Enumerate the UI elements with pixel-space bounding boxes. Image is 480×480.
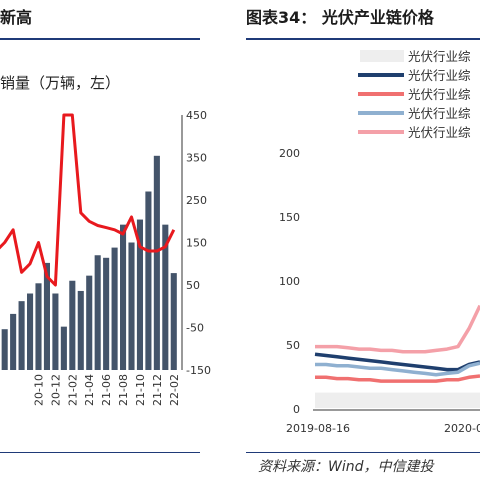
right-chart-title: 图表34： 光伏产业链价格 xyxy=(246,8,434,27)
charts-canvas: 销量（万辆，左） 450 350 250 150 50 -50 -150 20-10 20-1… xyxy=(0,49,480,435)
bar-20-12 xyxy=(52,293,59,370)
right-x-tick: 2020-0 xyxy=(444,422,480,435)
left-x-tick: 21-10 xyxy=(134,374,147,406)
legend-label-3: 光伏行业综 xyxy=(408,106,471,121)
right-y-tick: 150 xyxy=(279,211,300,224)
right-series-line-4 xyxy=(315,304,480,354)
left-y2-tick: 150 xyxy=(186,237,207,250)
bar-21-07 xyxy=(111,247,118,370)
bar-21-01 xyxy=(60,326,67,370)
legend-label-0: 光伏行业综 xyxy=(408,49,471,64)
left-x-tick: 21-02 xyxy=(66,374,79,406)
left-x-tick: 21-08 xyxy=(117,374,130,406)
left-x-tick: 21-06 xyxy=(100,374,113,406)
right-y-tick: 200 xyxy=(279,147,300,160)
bar-21-10 xyxy=(136,219,143,370)
source-note: 资料来源：Wind，中信建投 xyxy=(258,459,434,475)
bar-21-09 xyxy=(128,242,135,370)
left-y2-tick: 350 xyxy=(186,152,207,165)
bar-21-03 xyxy=(77,290,84,370)
right-series-line-2 xyxy=(315,374,480,383)
left-x-tick: 20-10 xyxy=(33,374,46,406)
left-x-tick: 22-02 xyxy=(168,374,181,406)
right-header-rule xyxy=(246,38,480,40)
bar-21-08 xyxy=(120,224,127,370)
legend-swatch-0 xyxy=(360,50,404,62)
bar-20-11 xyxy=(43,262,50,370)
right-y-tick: 100 xyxy=(279,275,300,288)
legend-label-2: 光伏行业综 xyxy=(408,87,471,102)
bar-20-06 xyxy=(1,329,8,370)
right-series-line-3 xyxy=(315,361,480,377)
left-y2-tick: -150 xyxy=(186,364,211,377)
bar-21-05 xyxy=(94,255,101,370)
left-y-axis-label: 销量（万辆，左） xyxy=(0,74,120,92)
footer-rule-right xyxy=(246,452,480,453)
right-y-tick: 0 xyxy=(293,403,300,416)
left-x-tick: 21-12 xyxy=(151,374,164,406)
right-y-tick: 50 xyxy=(286,339,300,352)
legend-label-4: 光伏行业综 xyxy=(408,125,471,140)
left-x-tick: 20-12 xyxy=(49,374,62,406)
bar-20-08 xyxy=(18,301,25,370)
bar-21-02 xyxy=(69,280,76,370)
left-series-line xyxy=(0,113,176,287)
left-chart-title: 新高 xyxy=(0,8,33,27)
bar-21-11 xyxy=(145,191,152,370)
left-y2-tick: 50 xyxy=(186,279,200,292)
legend-label-1: 光伏行业综 xyxy=(408,68,471,83)
bar-21-12 xyxy=(153,155,160,370)
bar-21-04 xyxy=(86,275,93,370)
right-series-line-1 xyxy=(314,352,480,372)
right-x-tick: 2019-08-16 xyxy=(286,422,350,435)
bar-22-02 xyxy=(170,273,177,370)
left-y2-tick: 250 xyxy=(186,194,207,207)
left-header-rule xyxy=(0,38,200,40)
left-chart: 销量（万辆，左） 450 350 250 150 50 -50 -150 20-10 20-1… xyxy=(0,74,211,406)
left-y2-tick: 450 xyxy=(186,109,207,122)
footer-rule-left xyxy=(0,452,200,453)
left-x-tick: 21-04 xyxy=(83,374,96,406)
bar-21-06 xyxy=(103,257,110,370)
bar-20-07 xyxy=(10,313,17,370)
right-series-area-0 xyxy=(315,392,480,408)
left-y2-tick: -50 xyxy=(186,322,204,335)
bar-22-01 xyxy=(162,224,169,370)
bar-20-10 xyxy=(35,283,42,370)
bar-20-09 xyxy=(27,293,34,370)
